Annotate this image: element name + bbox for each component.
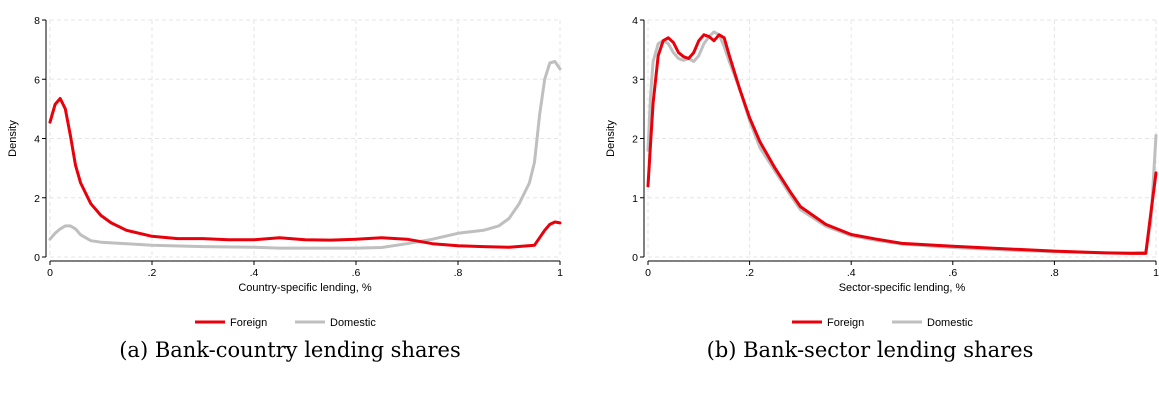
chart-a-x-tick-label-5: 1 [557, 267, 563, 279]
chart-a-series-domestic-line [48, 60, 562, 250]
chart-a-y-tick-label-1: 2 [34, 193, 40, 205]
chart-a-y-tick-label-0: 0 [34, 252, 40, 264]
chart-b-y-tick-label-2: 2 [632, 134, 638, 146]
chart-b-legend-label-1: Domestic [927, 317, 973, 329]
chart-a-x-tick-label-1: .2 [148, 267, 157, 279]
chart-b-x-tick-label-1: .2 [745, 267, 754, 279]
chart-b-legend: Foreign Domestic [792, 317, 973, 329]
chart-a-y-tick-label-3: 6 [34, 74, 40, 86]
chart-b-series-domestic-line [646, 30, 1158, 255]
panel-b: 0 .2 .4 .6 .8 1 0 1 2 3 4 Sector-specific lending, … [580, 0, 1159, 394]
chart-b-y-axis-label: Density [605, 120, 617, 157]
caption-a: (a) Bank-country lending shares [119, 338, 461, 362]
chart-a-grid [49, 19, 561, 258]
chart-b-density-plot: 0 .2 .4 .6 .8 1 0 1 2 3 4 Sector-specific lending, … [605, 15, 1159, 329]
chart-a-x-tick-label-0: 0 [47, 267, 53, 279]
chart-a-x-tick-label-2: .4 [250, 267, 259, 279]
chart-b-y-tick-label-1: 1 [632, 193, 638, 205]
chart-a-x-axis-label: Country-specific lending, % [238, 282, 372, 294]
chart-a-legend-label-1: Domestic [330, 317, 376, 329]
chart-b-x-tick-label-5: 1 [1153, 267, 1159, 279]
chart-a-y-axis-label: Density [7, 120, 19, 157]
panel-a: 0 .2 .4 .6 .8 1 0 2 4 6 8 Country-specific lending,… [7, 15, 563, 362]
chart-a-density-plot: 0 .2 .4 .6 .8 1 0 2 4 6 8 Country-specific lending,… [7, 15, 563, 329]
chart-b-y-tick-label-0: 0 [632, 252, 638, 264]
chart-b-x-tick-label-0: 0 [645, 267, 651, 279]
chart-b-x-tick-label-2: .4 [847, 267, 856, 279]
chart-a-y-tick-label-4: 8 [34, 15, 40, 27]
chart-b-x-tick-label-3: .6 [948, 267, 957, 279]
chart-a-y-tick-label-2: 4 [34, 134, 40, 146]
chart-a-legend: Foreign Domestic [195, 317, 376, 329]
chart-a-legend-label-0: Foreign [230, 317, 267, 329]
chart-b-x-tick-label-4: .8 [1050, 267, 1059, 279]
chart-b-y-tick-label-3: 3 [632, 74, 638, 86]
chart-b-x-axis-label: Sector-specific lending, % [839, 282, 966, 294]
chart-a-series-foreign-line [48, 97, 562, 249]
chart-b-series-foreign-line [646, 33, 1158, 255]
chart-b-legend-label-0: Foreign [827, 317, 864, 329]
chart-b-y-tick-label-4: 4 [632, 15, 638, 27]
chart-b-grid [647, 19, 1157, 258]
chart-a-x-tick-label-3: .6 [352, 267, 361, 279]
chart-a-x-tick-label-4: .8 [454, 267, 463, 279]
caption-b: (b) Bank-sector lending shares [706, 338, 1034, 362]
